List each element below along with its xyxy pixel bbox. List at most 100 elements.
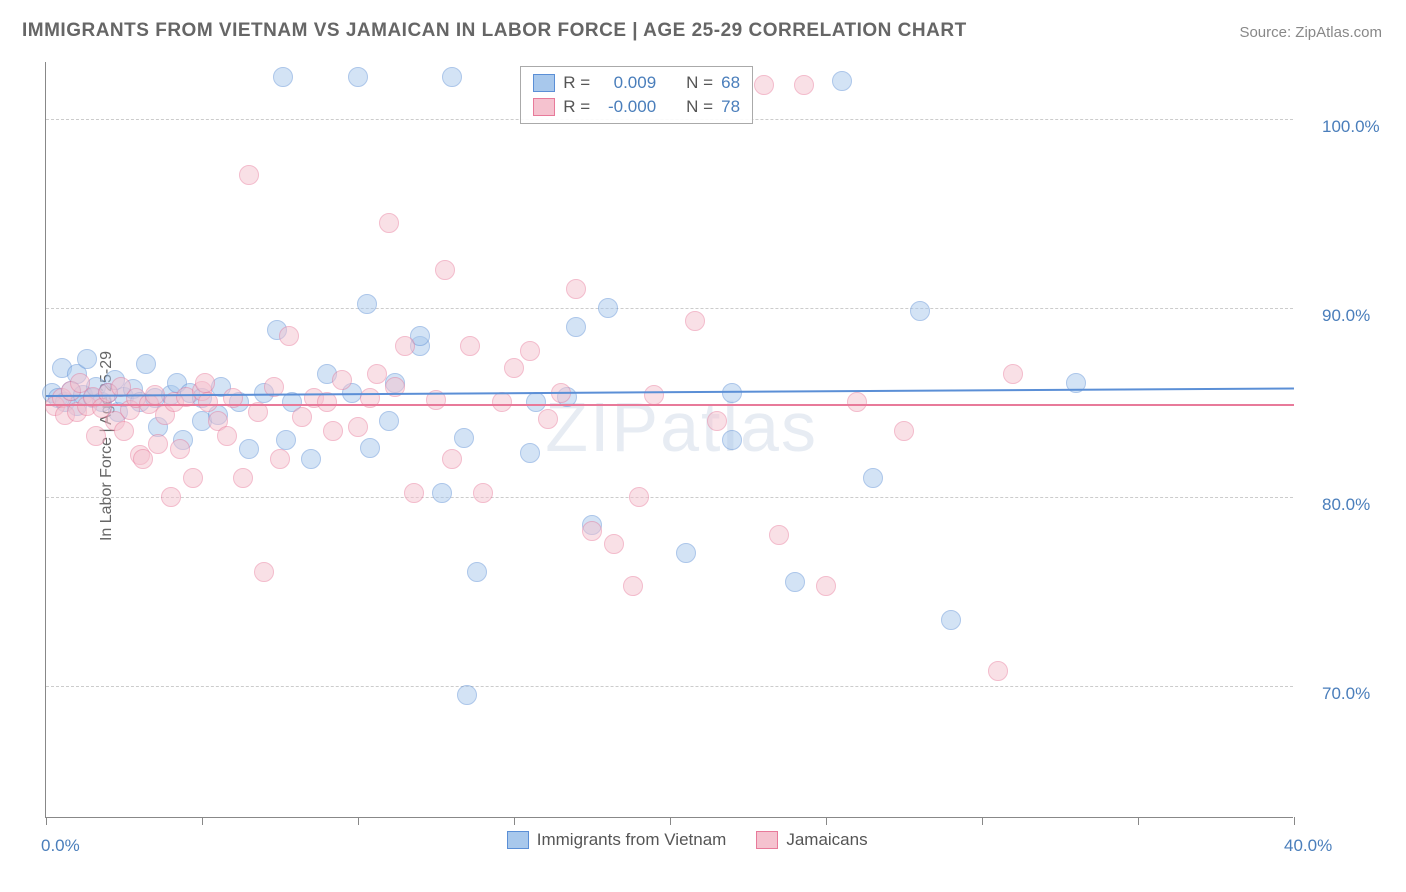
scatter-point-jamaican	[623, 576, 643, 596]
gridline	[46, 308, 1293, 309]
scatter-point-jamaican	[794, 75, 814, 95]
y-tick-label: 100.0%	[1322, 117, 1380, 137]
scatter-point-vietnam	[785, 572, 805, 592]
scatter-point-vietnam	[910, 301, 930, 321]
scatter-point-vietnam	[676, 543, 696, 563]
scatter-point-jamaican	[538, 409, 558, 429]
scatter-point-jamaican	[239, 165, 259, 185]
scatter-point-jamaican	[685, 311, 705, 331]
scatter-point-vietnam	[348, 67, 368, 87]
scatter-point-jamaican	[644, 385, 664, 405]
scatter-point-vietnam	[454, 428, 474, 448]
correlation-legend: R =0.009N =68R =-0.000N =78	[520, 66, 753, 124]
x-tick-label: 0.0%	[41, 836, 80, 856]
scatter-point-jamaican	[183, 468, 203, 488]
scatter-point-vietnam	[239, 439, 259, 459]
scatter-point-vietnam	[832, 71, 852, 91]
r-label: R =	[563, 97, 590, 117]
scatter-point-jamaican	[279, 326, 299, 346]
scatter-point-jamaican	[86, 426, 106, 446]
scatter-point-jamaican	[847, 392, 867, 412]
x-tick	[1138, 817, 1139, 825]
scatter-point-jamaican	[292, 407, 312, 427]
scatter-point-jamaican	[707, 411, 727, 431]
trend-line-jamaican	[46, 404, 1294, 406]
scatter-point-jamaican	[894, 421, 914, 441]
r-value: -0.000	[598, 97, 656, 117]
scatter-point-jamaican	[170, 439, 190, 459]
scatter-point-jamaican	[473, 483, 493, 503]
scatter-point-vietnam	[526, 392, 546, 412]
scatter-point-jamaican	[504, 358, 524, 378]
scatter-point-jamaican	[816, 576, 836, 596]
scatter-point-jamaican	[566, 279, 586, 299]
y-tick-label: 90.0%	[1322, 306, 1370, 326]
scatter-point-jamaican	[270, 449, 290, 469]
scatter-point-vietnam	[863, 468, 883, 488]
scatter-point-vietnam	[520, 443, 540, 463]
scatter-point-vietnam	[598, 298, 618, 318]
scatter-point-jamaican	[233, 468, 253, 488]
source-attribution: Source: ZipAtlas.com	[1239, 24, 1382, 41]
scatter-point-vietnam	[442, 67, 462, 87]
scatter-point-jamaican	[988, 661, 1008, 681]
scatter-point-jamaican	[582, 521, 602, 541]
watermark: ZIPatlas	[545, 387, 818, 467]
correlation-legend-row: R = -0.000 N = 78	[533, 97, 740, 117]
r-label: R =	[563, 73, 590, 93]
scatter-point-jamaican	[520, 341, 540, 361]
legend-swatch-icon	[756, 831, 778, 849]
scatter-point-jamaican	[148, 434, 168, 454]
scatter-point-jamaican	[604, 534, 624, 554]
x-tick	[670, 817, 671, 825]
scatter-point-vietnam	[379, 411, 399, 431]
scatter-point-jamaican	[133, 449, 153, 469]
x-tick-label: 40.0%	[1284, 836, 1353, 856]
scatter-point-jamaican	[217, 426, 237, 446]
scatter-point-jamaican	[114, 421, 134, 441]
scatter-point-vietnam	[941, 610, 961, 630]
n-value: 78	[721, 97, 740, 117]
series-legend-item: Jamaicans	[756, 830, 867, 850]
gridline	[46, 686, 1293, 687]
scatter-point-jamaican	[332, 370, 352, 390]
scatter-point-jamaican	[379, 213, 399, 233]
scatter-point-jamaican	[323, 421, 343, 441]
series-legend: Immigrants from Vietnam Jamaicans	[507, 830, 868, 850]
gridline	[46, 497, 1293, 498]
scatter-point-vietnam	[77, 349, 97, 369]
scatter-point-vietnam	[432, 483, 452, 503]
scatter-point-jamaican	[442, 449, 462, 469]
x-tick	[826, 817, 827, 825]
scatter-point-jamaican	[195, 373, 215, 393]
scatter-point-jamaican	[754, 75, 774, 95]
x-tick	[514, 817, 515, 825]
scatter-point-jamaican	[629, 487, 649, 507]
x-tick	[1294, 817, 1295, 825]
n-label: N =	[686, 73, 713, 93]
correlation-legend-row: R =0.009N =68	[533, 73, 740, 93]
scatter-point-jamaican	[769, 525, 789, 545]
scatter-point-jamaican	[254, 562, 274, 582]
scatter-point-jamaican	[435, 260, 455, 280]
scatter-point-jamaican	[161, 487, 181, 507]
legend-swatch-icon	[533, 74, 555, 92]
series-legend-label: Immigrants from Vietnam	[537, 830, 727, 850]
scatter-point-jamaican	[492, 392, 512, 412]
scatter-point-vietnam	[467, 562, 487, 582]
scatter-point-jamaican	[460, 336, 480, 356]
plot-area: 70.0%80.0%90.0%100.0%0.0%40.0%ZIPatlasR …	[45, 62, 1293, 818]
y-tick-label: 70.0%	[1322, 684, 1370, 704]
scatter-point-jamaican	[348, 417, 368, 437]
r-value: 0.009	[598, 73, 656, 93]
scatter-point-vietnam	[273, 67, 293, 87]
scatter-point-vietnam	[357, 294, 377, 314]
scatter-point-vietnam	[360, 438, 380, 458]
scatter-point-jamaican	[404, 483, 424, 503]
scatter-point-vietnam	[276, 430, 296, 450]
series-legend-item: Immigrants from Vietnam	[507, 830, 727, 850]
x-tick	[202, 817, 203, 825]
chart-title: IMMIGRANTS FROM VIETNAM VS JAMAICAN IN L…	[22, 20, 967, 42]
x-tick	[46, 817, 47, 825]
n-label: N =	[686, 97, 713, 117]
